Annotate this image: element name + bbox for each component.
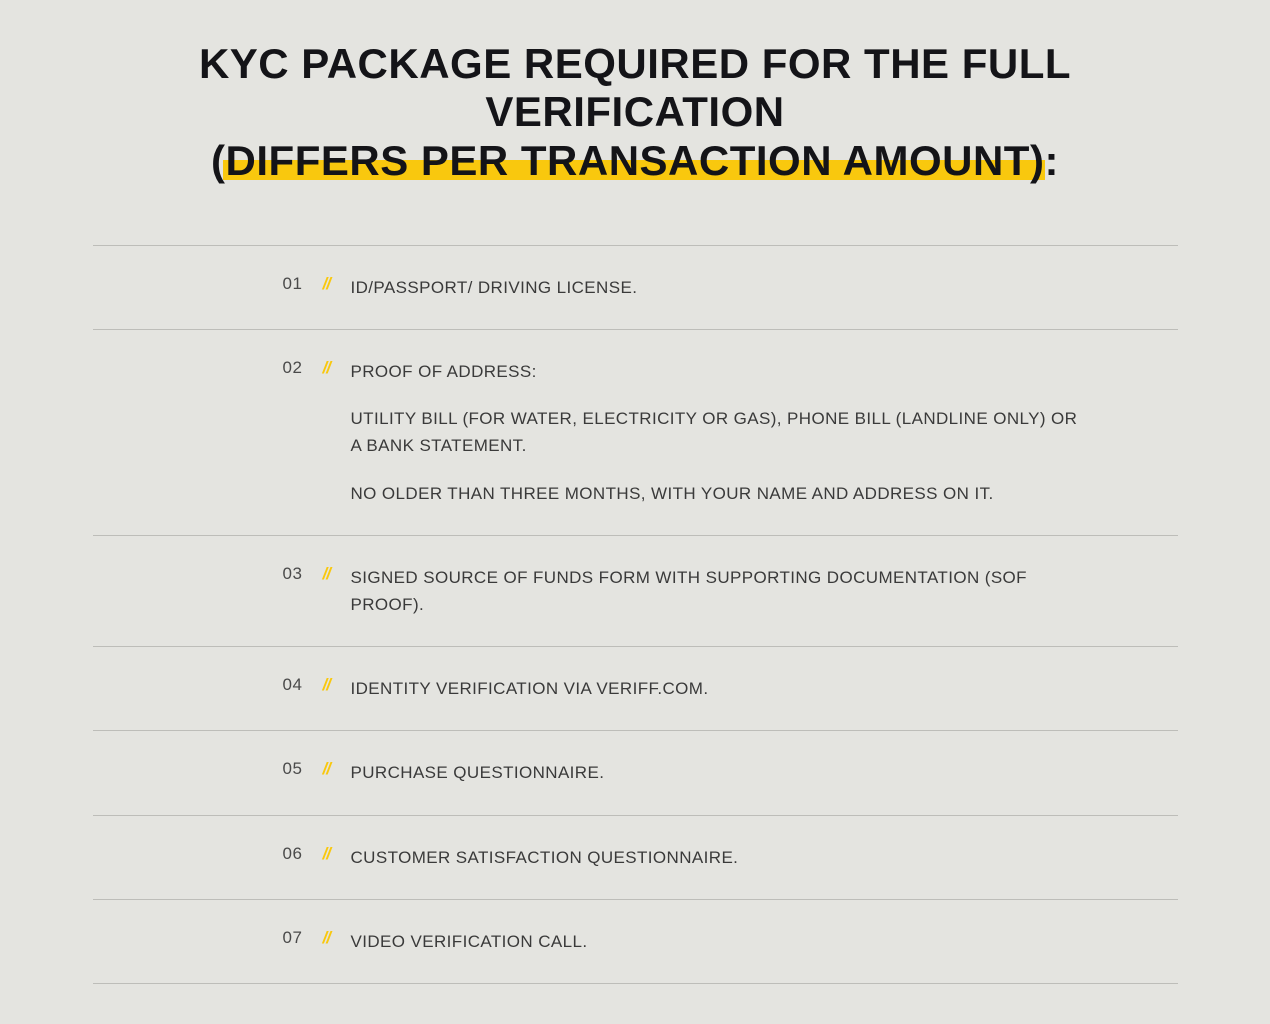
list-item: 06 // CUSTOMER SATISFACTION QUESTIONNAIR…	[93, 816, 1178, 900]
item-number: 01	[283, 274, 323, 301]
item-text: SIGNED SOURCE OF FUNDS FORM WITH SUPPORT…	[351, 564, 1078, 618]
item-content: VIDEO VERIFICATION CALL.	[351, 928, 1178, 955]
item-number: 03	[283, 564, 323, 618]
spacer	[93, 928, 283, 955]
item-text: PROOF OF ADDRESS:	[351, 358, 1078, 385]
item-text: ID/PASSPORT/ DRIVING LICENSE.	[351, 274, 1078, 301]
list-item: 05 // PURCHASE QUESTIONNAIRE.	[93, 731, 1178, 815]
slash-icon: //	[323, 759, 351, 786]
item-content: PURCHASE QUESTIONNAIRE.	[351, 759, 1178, 786]
spacer	[93, 564, 283, 618]
item-text: NO OLDER THAN THREE MONTHS, WITH YOUR NA…	[351, 480, 1078, 507]
item-text: VIDEO VERIFICATION CALL.	[351, 928, 1078, 955]
spacer	[93, 358, 283, 507]
spacer	[93, 759, 283, 786]
slash-icon: //	[323, 358, 351, 507]
slash-icon: //	[323, 564, 351, 618]
page-title: KYC PACKAGE REQUIRED FOR THE FULL VERIFI…	[93, 40, 1178, 185]
item-number: 05	[283, 759, 323, 786]
list-item: 01 // ID/PASSPORT/ DRIVING LICENSE.	[93, 246, 1178, 330]
title-line-2-wrapper: (DIFFERS PER TRANSACTION AMOUNT):	[211, 137, 1059, 185]
title-line-1: KYC PACKAGE REQUIRED FOR THE FULL VERIFI…	[199, 40, 1071, 135]
spacer	[93, 274, 283, 301]
requirements-list: 01 // ID/PASSPORT/ DRIVING LICENSE. 02 /…	[93, 245, 1178, 984]
item-number: 06	[283, 844, 323, 871]
item-number: 04	[283, 675, 323, 702]
spacer	[93, 675, 283, 702]
item-content: PROOF OF ADDRESS: UTILITY BILL (FOR WATE…	[351, 358, 1178, 507]
list-item: 03 // SIGNED SOURCE OF FUNDS FORM WITH S…	[93, 536, 1178, 647]
page-container: KYC PACKAGE REQUIRED FOR THE FULL VERIFI…	[93, 40, 1178, 984]
list-item: 07 // VIDEO VERIFICATION CALL.	[93, 900, 1178, 984]
item-number: 07	[283, 928, 323, 955]
list-item: 04 // IDENTITY VERIFICATION VIA VERIFF.C…	[93, 647, 1178, 731]
slash-icon: //	[323, 675, 351, 702]
item-text: UTILITY BILL (FOR WATER, ELECTRICITY OR …	[351, 405, 1078, 459]
spacer	[93, 844, 283, 871]
item-content: ID/PASSPORT/ DRIVING LICENSE.	[351, 274, 1178, 301]
item-content: SIGNED SOURCE OF FUNDS FORM WITH SUPPORT…	[351, 564, 1178, 618]
item-number: 02	[283, 358, 323, 507]
title-line-2: (DIFFERS PER TRANSACTION AMOUNT):	[211, 137, 1059, 184]
slash-icon: //	[323, 844, 351, 871]
item-content: CUSTOMER SATISFACTION QUESTIONNAIRE.	[351, 844, 1178, 871]
item-text: IDENTITY VERIFICATION VIA VERIFF.COM.	[351, 675, 1078, 702]
list-item: 02 // PROOF OF ADDRESS: UTILITY BILL (FO…	[93, 330, 1178, 536]
item-text: PURCHASE QUESTIONNAIRE.	[351, 759, 1078, 786]
slash-icon: //	[323, 274, 351, 301]
item-text: CUSTOMER SATISFACTION QUESTIONNAIRE.	[351, 844, 1078, 871]
slash-icon: //	[323, 928, 351, 955]
item-content: IDENTITY VERIFICATION VIA VERIFF.COM.	[351, 675, 1178, 702]
